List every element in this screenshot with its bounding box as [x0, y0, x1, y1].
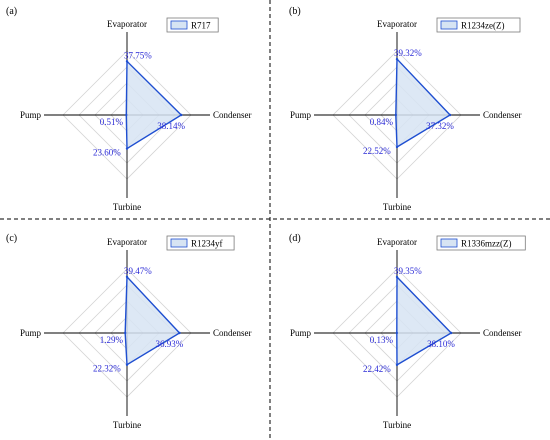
radar-panel-c: (c) Evaporator Condenser Turbine Pump 39.47% 3… [6, 233, 252, 430]
value-label-turbine: 22.52% [363, 146, 391, 156]
axis-label-pump: Pump [290, 110, 312, 120]
panel-label: (c) [6, 233, 17, 244]
value-label-pump: 0.51% [100, 117, 124, 127]
legend-label: R1234ze(Z) [461, 21, 504, 31]
axis-label-pump: Pump [20, 328, 42, 338]
axis-label-condenser: Condenser [213, 328, 252, 338]
axis-label-turbine: Turbine [113, 202, 141, 212]
legend-swatch [440, 238, 458, 248]
value-label-evaporator: 39.32% [394, 48, 422, 58]
value-label-condenser: 38.10% [427, 339, 455, 349]
axis-label-evaporator: Evaporator [107, 19, 147, 29]
legend-swatch [440, 20, 458, 30]
radar-panel-b: (b) Evaporator Condenser Turbine Pump 39.32% 3… [289, 6, 522, 212]
panel-label: (b) [289, 6, 301, 17]
radar-panel-a: (a) Evaporator Condenser Turbine Pump 37.75% 3… [6, 6, 252, 212]
axis-label-evaporator: Evaporator [377, 19, 417, 29]
value-label-turbine: 23.60% [93, 148, 121, 158]
value-label-condenser: 37.32% [426, 121, 454, 131]
axis-label-condenser: Condenser [483, 328, 522, 338]
data-point-pump [125, 113, 128, 117]
legend-box [436, 17, 521, 33]
axis-label-turbine: Turbine [113, 420, 141, 430]
data-point-evaporator [125, 275, 129, 279]
value-label-turbine: 22.32% [93, 364, 121, 374]
data-point-evaporator [395, 275, 399, 279]
data-point-pump [395, 331, 399, 335]
series-area-r1234yf [124, 275, 181, 366]
series-area-r717 [125, 59, 183, 150]
data-point-turbine [395, 363, 399, 367]
axis-label-evaporator: Evaporator [377, 237, 417, 247]
data-point-evaporator [125, 60, 129, 63]
axis-label-pump: Pump [20, 110, 42, 120]
axis-label-condenser: Condenser [483, 110, 522, 120]
value-label-turbine: 22.42% [363, 364, 391, 374]
data-point-turbine [125, 363, 129, 366]
panel-label: (d) [289, 233, 301, 244]
axis-label-turbine: Turbine [383, 420, 411, 430]
data-point-condenser [448, 113, 452, 117]
value-label-pump: 0.84% [370, 117, 394, 127]
data-point-evaporator [395, 57, 399, 61]
radar-panel-d: (d) Evaporator Condenser Turbine Pump 39.35% 3… [289, 233, 526, 430]
legend-label: R717 [191, 21, 211, 31]
value-label-pump: 1.29% [100, 335, 124, 345]
data-point-pump [123, 331, 127, 335]
data-point-pump [394, 113, 398, 117]
panel-label: (a) [6, 6, 17, 17]
legend-label: R1336mzz(Z) [461, 239, 511, 249]
data-point-condenser [449, 331, 453, 335]
series-area-r1336mzz-z- [396, 275, 453, 367]
axis-label-turbine: Turbine [383, 202, 411, 212]
axis-label-evaporator: Evaporator [107, 237, 147, 247]
value-label-evaporator: 37.75% [124, 50, 152, 60]
value-label-evaporator: 39.35% [394, 266, 422, 276]
legend-box [436, 235, 526, 251]
value-label-condenser: 36.93% [156, 339, 184, 349]
legend-swatch [170, 238, 188, 248]
value-label-evaporator: 39.47% [124, 266, 152, 276]
value-label-pump: 0.13% [370, 335, 394, 345]
legend-label: R1234yf [191, 239, 223, 249]
data-point-condenser [178, 331, 181, 335]
data-point-turbine [125, 147, 129, 150]
axis-label-pump: Pump [290, 328, 312, 338]
legend-swatch [170, 20, 188, 30]
axis-label-condenser: Condenser [213, 110, 252, 120]
data-point-turbine [395, 145, 399, 149]
data-point-condenser [180, 113, 183, 117]
value-label-condenser: 38.14% [157, 121, 185, 131]
